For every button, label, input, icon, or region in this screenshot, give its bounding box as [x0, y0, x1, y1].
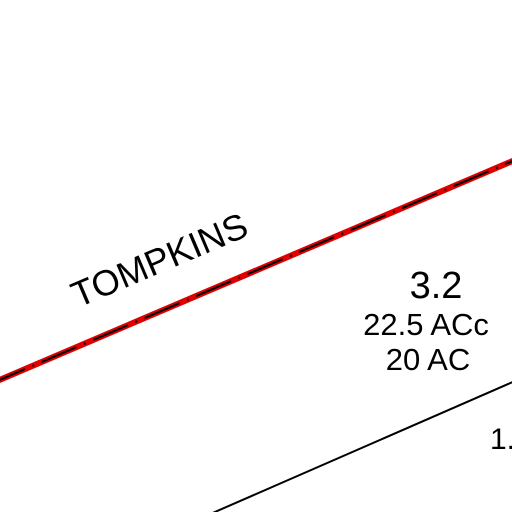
adjacent-parcel-label: 1. — [490, 423, 512, 456]
parcel-calculated-acreage-label: 22.5 ACc — [363, 307, 489, 342]
county-boundary-dash — [0, 160, 512, 381]
county-label: TOMPKINS — [65, 204, 253, 315]
county-boundary-line — [0, 158, 512, 383]
parcel-deeded-acreage-label: 20 AC — [386, 342, 470, 377]
parcel-boundary-line — [212, 381, 512, 512]
parcel-id-label: 3.2 — [410, 265, 463, 307]
